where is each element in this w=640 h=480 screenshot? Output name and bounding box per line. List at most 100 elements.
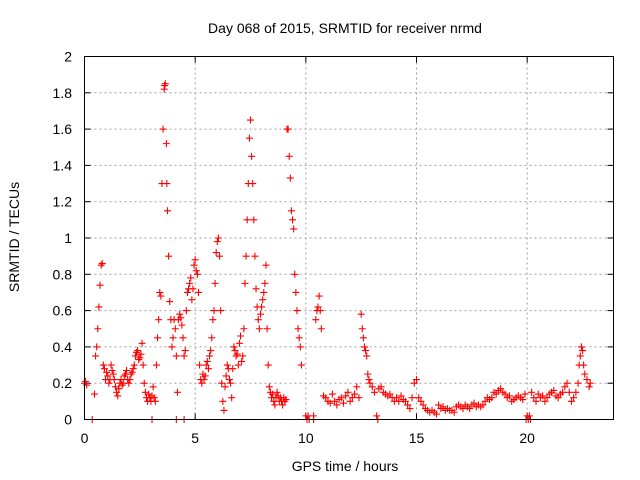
- data-point: [200, 376, 208, 384]
- data-point: [251, 252, 259, 260]
- data-point: [152, 361, 160, 369]
- data-point: [140, 379, 148, 387]
- plot-frame: [84, 56, 614, 420]
- data-point: [137, 350, 145, 358]
- y-tick-label: 0.4: [53, 339, 73, 355]
- data-point: [373, 412, 381, 420]
- data-point: [192, 267, 200, 275]
- data-point: [577, 343, 585, 351]
- y-tick-label: 1.6: [53, 121, 73, 137]
- data-point: [163, 180, 171, 188]
- data-point: [576, 352, 584, 360]
- data-point: [223, 361, 231, 369]
- data-point: [550, 386, 558, 394]
- chart-title: Day 068 of 2015, SRMTID for receiver nrm…: [208, 20, 482, 36]
- data-point: [492, 390, 500, 398]
- data-point: [585, 383, 593, 391]
- data-point: [238, 357, 246, 365]
- data-point: [128, 368, 136, 376]
- data-point: [209, 316, 217, 324]
- data-point: [227, 379, 235, 387]
- data-point: [149, 383, 157, 391]
- data-point: [219, 397, 227, 405]
- data-point: [191, 256, 199, 264]
- data-point: [397, 392, 405, 400]
- data-point: [172, 352, 180, 360]
- data-point: [534, 390, 542, 398]
- data-point: [312, 316, 320, 324]
- data-point: [353, 383, 361, 391]
- data-point: [574, 379, 582, 387]
- data-point: [183, 288, 191, 296]
- data-point: [129, 365, 137, 373]
- data-point: [234, 361, 242, 369]
- data-point: [159, 125, 167, 133]
- data-point: [114, 392, 122, 400]
- data-point: [377, 383, 385, 391]
- data-point: [126, 376, 134, 384]
- data-point: [202, 361, 210, 369]
- data-point: [182, 307, 190, 315]
- data-point: [171, 325, 179, 333]
- data-point: [408, 394, 416, 402]
- data-point: [176, 310, 184, 318]
- data-point: [563, 379, 571, 387]
- data-point: [214, 234, 222, 242]
- data-point: [525, 412, 533, 420]
- data-point: [243, 216, 251, 224]
- data-point: [180, 352, 188, 360]
- data-point: [237, 332, 245, 340]
- data-point: [586, 379, 594, 387]
- data-point: [108, 366, 116, 374]
- data-point: [90, 390, 98, 398]
- data-point: [567, 397, 575, 405]
- data-point: [138, 339, 146, 347]
- data-point: [193, 270, 201, 278]
- data-point: [82, 377, 90, 385]
- data-point: [210, 307, 218, 315]
- data-point: [328, 390, 336, 398]
- data-point: [241, 279, 249, 287]
- data-point: [225, 376, 233, 384]
- data-point: [528, 388, 536, 396]
- data-point: [293, 307, 301, 315]
- data-point: [248, 152, 256, 160]
- data-point: [294, 325, 302, 333]
- data-point: [326, 399, 334, 407]
- data-point: [366, 379, 374, 387]
- data-point: [413, 376, 421, 384]
- data-point: [317, 325, 325, 333]
- data-point: [157, 292, 165, 300]
- data-point: [344, 388, 352, 396]
- data-point: [162, 140, 170, 148]
- x-tick-label: 10: [298, 430, 314, 446]
- y-tick-labels: 0 0.2 0.4 0.6 0.8 1 1.2 1.4 1.6 1.8 2: [53, 49, 73, 428]
- data-point: [358, 325, 366, 333]
- data-point: [189, 285, 197, 293]
- data-point: [284, 125, 292, 133]
- data-point: [133, 348, 141, 356]
- data-point: [316, 307, 324, 315]
- data-point: [365, 376, 373, 384]
- data-point: [360, 343, 368, 351]
- x-tick-label: 15: [409, 430, 425, 446]
- data-point: [559, 388, 567, 396]
- data-point: [203, 357, 211, 365]
- axis-ticks: [84, 56, 614, 420]
- data-point: [221, 383, 229, 391]
- data-point: [579, 347, 587, 355]
- data-point: [417, 397, 425, 405]
- data-point: [188, 296, 196, 304]
- data-point: [187, 274, 195, 282]
- data-point: [488, 394, 496, 402]
- data-point: [150, 394, 158, 402]
- data-point: [96, 281, 104, 289]
- data-point: [435, 401, 443, 409]
- data-point: [370, 388, 378, 396]
- data-point: [263, 325, 271, 333]
- data-point: [481, 397, 489, 405]
- data-point: [218, 379, 226, 387]
- data-point: [258, 303, 266, 311]
- data-point: [105, 379, 113, 387]
- data-point: [94, 325, 102, 333]
